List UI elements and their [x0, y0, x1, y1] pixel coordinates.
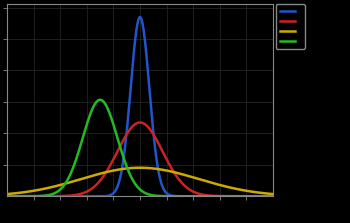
Legend: , , , : , , , [276, 4, 305, 49]
